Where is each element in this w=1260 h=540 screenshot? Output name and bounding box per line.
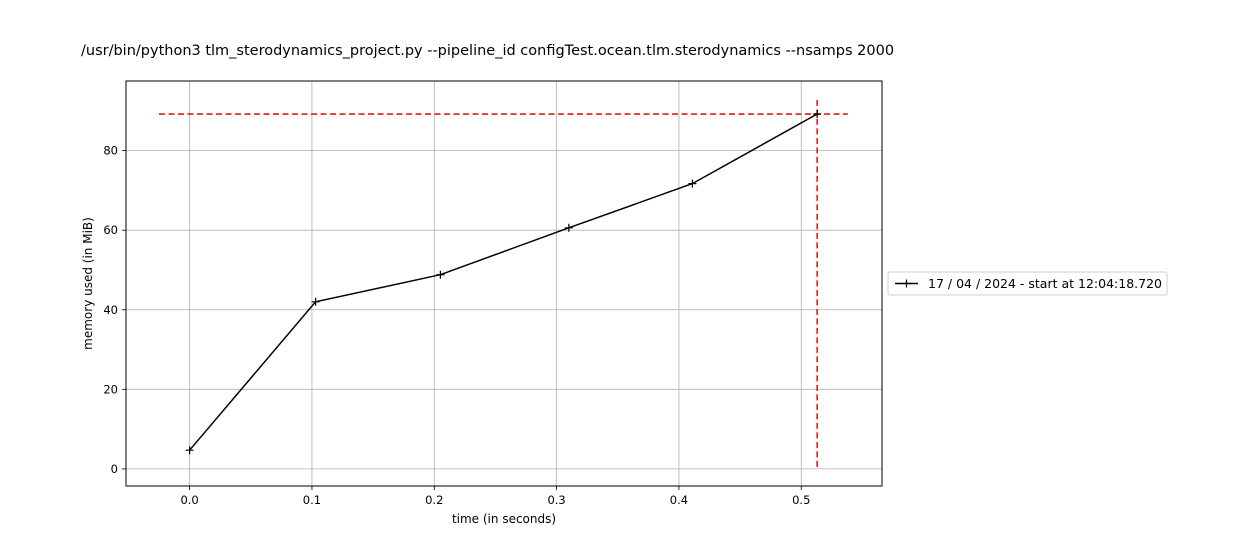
x-axis-label: time (in seconds) xyxy=(452,512,556,526)
data-point-marker xyxy=(311,297,320,306)
y-axis-label: memory used (in MiB) xyxy=(81,217,95,350)
x-tick-label: 0.4 xyxy=(670,493,688,507)
legend-frame xyxy=(887,271,1168,296)
x-tick-label: 0.2 xyxy=(425,493,443,507)
data-point-marker xyxy=(436,270,445,279)
axis-ticks: 0.0 0.1 0.2 0.3 0.4 0.5 0 20 40 60 80 xyxy=(103,144,810,507)
legend-entry-label: 17 / 04 / 2024 - start at 12:04:18.720 xyxy=(928,276,1162,291)
x-tick-label: 0.1 xyxy=(303,493,321,507)
axes-frame xyxy=(125,80,883,487)
data-point-marker xyxy=(564,223,573,232)
grid-lines xyxy=(126,81,882,486)
y-tick-label: 0 xyxy=(111,462,118,476)
x-tick-label: 0.0 xyxy=(180,493,198,507)
chart-title: /usr/bin/python3 tlm_sterodynamics_proje… xyxy=(81,43,894,59)
series-layer xyxy=(185,110,822,455)
y-tick-label: 80 xyxy=(103,144,118,158)
y-tick-label: 40 xyxy=(103,303,118,317)
series-line xyxy=(189,113,818,451)
legend: 17 / 04 / 2024 - start at 12:04:18.720 xyxy=(887,271,1168,296)
data-point-marker xyxy=(185,446,194,455)
y-tick-label: 60 xyxy=(103,223,118,237)
data-point-marker xyxy=(688,179,697,188)
legend-plus-marker-icon xyxy=(902,279,911,288)
reference-lines xyxy=(159,96,848,467)
x-tick-label: 0.5 xyxy=(792,493,810,507)
x-tick-label: 0.3 xyxy=(547,493,565,507)
y-tick-label: 20 xyxy=(103,382,118,396)
data-point-marker xyxy=(813,110,822,119)
